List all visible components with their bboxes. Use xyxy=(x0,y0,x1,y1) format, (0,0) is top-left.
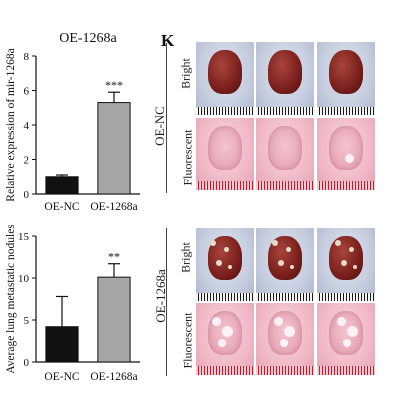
lung-specimen xyxy=(329,236,363,280)
scale-ruler xyxy=(196,293,254,301)
lung-photo-2-fluor-2 xyxy=(256,303,314,375)
metastatic-nodule xyxy=(337,317,346,326)
chart1-ytick-label-0: 0 xyxy=(24,189,30,201)
lung-specimen xyxy=(208,50,242,94)
lung-specimen xyxy=(329,126,363,170)
scale-ruler xyxy=(317,107,375,115)
scale-ruler xyxy=(256,366,314,375)
lung-specimen xyxy=(208,126,242,170)
lung-photo-1-fluor-2 xyxy=(256,118,314,190)
chart2-bar-1 xyxy=(97,276,131,363)
metastatic-nodule xyxy=(349,247,354,252)
metastatic-nodule xyxy=(345,154,354,163)
lung-photo-2-bright-3 xyxy=(317,228,375,301)
scale-ruler xyxy=(317,181,375,190)
metastatic-nodule xyxy=(286,247,291,252)
metastatic-nodule xyxy=(347,326,358,337)
chart1-significance-1: *** xyxy=(105,78,123,92)
scale-ruler xyxy=(196,181,254,190)
chart1-category-1: OE-1268a xyxy=(90,201,137,213)
scale-ruler xyxy=(256,293,314,301)
chart1-bar-1 xyxy=(97,102,131,195)
lung-photo-2-bright-1 xyxy=(196,228,254,301)
metastatic-nodule xyxy=(280,339,288,347)
group-divider-oe-1268a xyxy=(166,228,167,376)
scale-ruler xyxy=(256,181,314,190)
chart2-ytick-label-2: 10 xyxy=(18,273,30,285)
row-label-bright-2: Bright xyxy=(178,242,193,273)
row-label-bright-1: Bright xyxy=(178,58,193,89)
chart1-bar-0 xyxy=(45,176,79,195)
metastatic-nodule xyxy=(212,317,221,326)
lung-specimen xyxy=(268,50,302,94)
row-label-fluorescent-2: Fluorescent xyxy=(180,312,195,369)
chart2-category-0: OE-NC xyxy=(44,371,79,383)
metastatic-nodule xyxy=(218,339,226,347)
row-label-fluorescent-1: Fluorescent xyxy=(180,129,195,186)
lung-photo-1-bright-2 xyxy=(256,42,314,115)
lung-photo-1-fluor-1 xyxy=(196,118,254,190)
chart1-ytick-label-2: 4 xyxy=(24,120,30,132)
chart2-ylabel: Average lung metastatic nodules xyxy=(5,225,17,374)
panel-letter: K xyxy=(161,31,175,50)
chart1-ylabel: Relative expression of mir-1268a xyxy=(5,48,17,201)
metastatic-nodule xyxy=(353,265,357,269)
chart1-ytick-label-1: 2 xyxy=(24,155,30,167)
group-divider-oe-nc xyxy=(166,43,167,193)
chart1-ytick-label-4: 8 xyxy=(24,51,30,63)
chart1-title: OE-1268a xyxy=(59,31,117,46)
scale-ruler xyxy=(256,107,314,115)
scale-ruler xyxy=(317,366,375,375)
metastatic-nodule xyxy=(284,326,295,337)
chart2-category-1: OE-1268a xyxy=(90,371,137,383)
metastatic-nodule xyxy=(278,260,284,266)
metastatic-nodule xyxy=(272,240,278,246)
lung-photo-1-fluor-3 xyxy=(317,118,375,190)
lung-photo-2-fluor-1 xyxy=(196,303,254,375)
metastatic-nodule xyxy=(290,265,294,269)
chart2-bar-0 xyxy=(45,326,79,363)
metastatic-nodule xyxy=(216,260,222,266)
chart2-ytick-label-0: 0 xyxy=(24,357,30,369)
bar-chart-mir1268a-expression: OE-1268a 0 2 4 6 8 Relative expression of mir-… xyxy=(5,31,140,213)
chart2-significance-1: ** xyxy=(108,250,120,264)
scale-ruler xyxy=(317,293,375,301)
lung-photo-1-bright-3 xyxy=(317,42,375,115)
chart2-ytick-label-1: 5 xyxy=(24,315,30,327)
lung-photo-2-bright-2 xyxy=(256,228,314,301)
metastatic-nodule xyxy=(335,240,341,246)
lung-specimen xyxy=(329,311,363,355)
chart1-category-0: OE-NC xyxy=(44,201,79,213)
metastatic-nodule xyxy=(228,265,232,269)
metastatic-nodule xyxy=(343,339,351,347)
metastatic-nodule xyxy=(224,247,229,252)
scale-ruler xyxy=(196,107,254,115)
lung-photo-1-bright-1 xyxy=(196,42,254,115)
chart1-ytick-label-3: 6 xyxy=(24,86,30,98)
metastatic-nodule xyxy=(222,326,233,337)
lung-specimen xyxy=(329,50,363,94)
lung-specimen xyxy=(268,126,302,170)
metastatic-nodule xyxy=(341,260,347,266)
metastatic-nodule xyxy=(210,240,216,246)
scale-ruler xyxy=(196,366,254,375)
chart2-ytick-label-3: 15 xyxy=(18,231,30,243)
lung-photo-2-fluor-3 xyxy=(317,303,375,375)
metastatic-nodule xyxy=(274,317,283,326)
